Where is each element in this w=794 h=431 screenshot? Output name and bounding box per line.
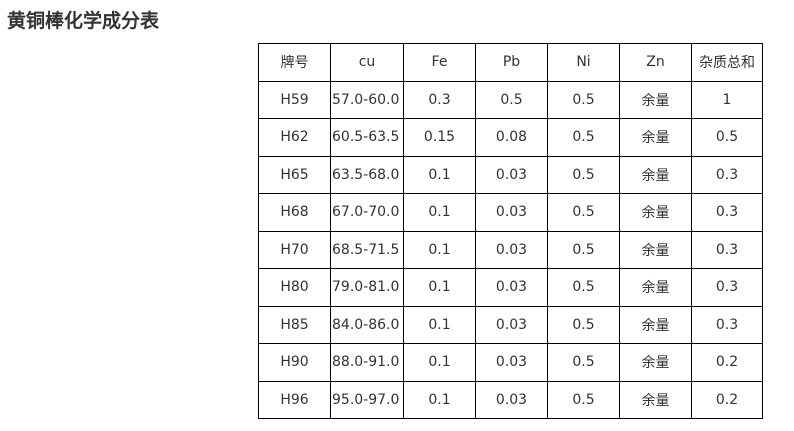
table-cell: Fe (403, 43, 476, 82)
table-cell: 0.3 (691, 230, 763, 269)
table-cell: 0.5 (547, 380, 620, 419)
table-cell: 余量 (619, 193, 692, 232)
table-cell: 余量 (619, 155, 692, 194)
table-cell: 95.0-97.0 (330, 380, 404, 419)
table-cell: 60.5-63.5 (330, 118, 404, 157)
table-row: H80 79.0-81.0 0.1 0.03 0.5 余量 0.3 (258, 268, 763, 307)
table-cell: cu (330, 43, 404, 82)
table-cell: 0.1 (403, 305, 476, 344)
table-cell: H68 (258, 193, 331, 232)
table-row: H59 57.0-60.0 0.3 0.5 0.5 余量 1 (258, 80, 763, 119)
table-cell: 0.2 (691, 343, 763, 382)
table-cell: 0.3 (691, 268, 763, 307)
page-title: 黄铜棒化学成分表 (7, 10, 160, 32)
table-row: H90 88.0-91.0 0.1 0.03 0.5 余量 0.2 (258, 343, 763, 382)
table-cell: 67.0-70.0 (330, 193, 404, 232)
table-cell: 0.03 (475, 380, 548, 419)
table-cell: 0.3 (691, 305, 763, 344)
table-cell: 牌号 (258, 43, 331, 82)
table-cell: 余量 (619, 118, 692, 157)
table-cell: 0.03 (475, 155, 548, 194)
table-cell: 0.2 (691, 380, 763, 419)
table-cell: 0.1 (403, 380, 476, 419)
table-row: H85 84.0-86.0 0.1 0.03 0.5 余量 0.3 (258, 305, 763, 344)
table-cell: 0.5 (547, 80, 620, 119)
table-cell: 63.5-68.0 (330, 155, 404, 194)
table-cell: 0.5 (547, 193, 620, 232)
table-cell: 余量 (619, 268, 692, 307)
table-cell: 0.5 (547, 343, 620, 382)
table-header-row: 牌号 cu Fe Pb Ni Zn 杂质总和 (258, 43, 763, 82)
table-cell: 0.3 (403, 80, 476, 119)
table-row: H68 67.0-70.0 0.1 0.03 0.5 余量 0.3 (258, 193, 763, 232)
table-cell: 余量 (619, 343, 692, 382)
table-cell: 0.5 (547, 118, 620, 157)
table-cell: H65 (258, 155, 331, 194)
table-cell: 余量 (619, 80, 692, 119)
table-cell: 0.08 (475, 118, 548, 157)
table-cell: 0.5 (547, 305, 620, 344)
table-cell: 0.03 (475, 230, 548, 269)
table-cell: H62 (258, 118, 331, 157)
table-row: H96 95.0-97.0 0.1 0.03 0.5 余量 0.2 (258, 380, 763, 419)
table-cell: H96 (258, 380, 331, 419)
table-cell: 68.5-71.5 (330, 230, 404, 269)
table-cell: Zn (619, 43, 692, 82)
table-cell: H59 (258, 80, 331, 119)
table-cell: 0.03 (475, 268, 548, 307)
table-cell: 0.1 (403, 268, 476, 307)
table-cell: H85 (258, 305, 331, 344)
table-cell: 0.15 (403, 118, 476, 157)
table-cell: 1 (691, 80, 763, 119)
table-cell: 余量 (619, 305, 692, 344)
table-cell: H80 (258, 268, 331, 307)
table-cell: H90 (258, 343, 331, 382)
table-cell: 余量 (619, 230, 692, 269)
table-cell: 84.0-86.0 (330, 305, 404, 344)
table-cell: 0.5 (547, 155, 620, 194)
table-cell: 0.5 (475, 80, 548, 119)
table-cell: 0.1 (403, 230, 476, 269)
table-cell: 79.0-81.0 (330, 268, 404, 307)
table-cell: 0.03 (475, 343, 548, 382)
table-cell: 0.5 (547, 230, 620, 269)
table-cell: 0.1 (403, 155, 476, 194)
table-cell: 0.03 (475, 305, 548, 344)
table-cell: Ni (547, 43, 620, 82)
table-cell: 0.5 (691, 118, 763, 157)
table-cell: 0.3 (691, 193, 763, 232)
table-cell: H70 (258, 230, 331, 269)
table-row: H70 68.5-71.5 0.1 0.03 0.5 余量 0.3 (258, 230, 763, 269)
table-cell: 0.5 (547, 268, 620, 307)
table-cell: 0.1 (403, 193, 476, 232)
table-cell: 0.03 (475, 193, 548, 232)
table-cell: Pb (475, 43, 548, 82)
table-row: H62 60.5-63.5 0.15 0.08 0.5 余量 0.5 (258, 118, 763, 157)
table-cell: 0.3 (691, 155, 763, 194)
table-cell: 88.0-91.0 (330, 343, 404, 382)
table-cell: 余量 (619, 380, 692, 419)
table-row: H65 63.5-68.0 0.1 0.03 0.5 余量 0.3 (258, 155, 763, 194)
table-cell: 杂质总和 (691, 43, 763, 82)
table-cell: 0.1 (403, 343, 476, 382)
composition-table: 牌号 cu Fe Pb Ni Zn 杂质总和 H59 57.0-60.0 0.3 0.5 0.5 余量 1… (258, 43, 763, 419)
table-cell: 57.0-60.0 (330, 80, 404, 119)
